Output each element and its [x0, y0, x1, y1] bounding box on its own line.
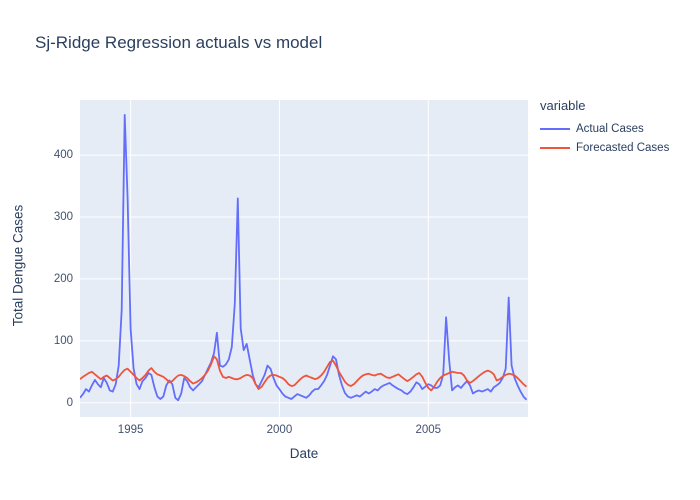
legend: variable Actual Cases Forecasted Cases — [540, 98, 669, 157]
series-line-forecasted-cases[interactable] — [80, 355, 528, 392]
y-tick-label: 0 — [66, 396, 73, 409]
y-tick-label: 400 — [53, 149, 73, 162]
series-line-actual-cases[interactable] — [80, 113, 528, 402]
x-axis-title: Date — [289, 446, 319, 461]
forecasted-cases-line-swatch — [540, 146, 570, 149]
actual-cases-line-swatch — [540, 127, 570, 130]
legend-item-actual-cases[interactable]: Actual Cases — [540, 119, 669, 138]
plot-area[interactable] — [80, 100, 528, 417]
x-tick-label: 2005 — [415, 424, 442, 436]
y-tick-label: 200 — [53, 272, 73, 285]
y-axis-title: Total Dengue Cases — [10, 204, 26, 327]
x-tick-label: 2000 — [266, 424, 293, 436]
legend-item-label: Forecasted Cases — [576, 141, 670, 154]
legend-title: variable — [540, 98, 586, 113]
legend-item-label: Actual Cases — [576, 122, 644, 135]
chart-title: Sj-Ridge Regression actuals vs model — [35, 33, 323, 52]
legend-item-forecasted-cases[interactable]: Forecasted Cases — [540, 138, 669, 157]
y-tick-label: 100 — [53, 334, 73, 347]
chart-canvas — [80, 100, 528, 417]
x-tick-label: 1995 — [117, 424, 144, 436]
y-tick-label: 300 — [53, 211, 73, 224]
series-lines — [80, 113, 528, 402]
gridlines — [80, 100, 528, 417]
